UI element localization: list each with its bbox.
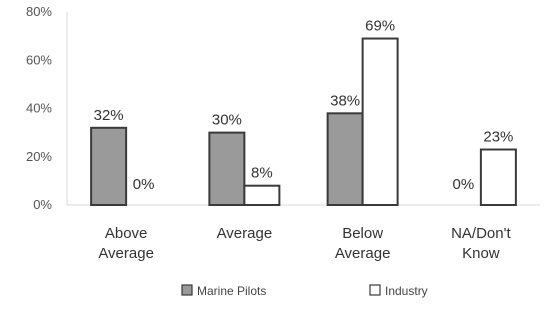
legend-swatch <box>181 284 193 296</box>
legend-label: Industry <box>385 284 428 298</box>
legend-swatch <box>369 284 381 296</box>
category-label-line: Average <box>217 225 273 242</box>
bar-marine-pilots <box>90 126 128 206</box>
legend-label: Marine Pilots <box>197 284 266 298</box>
category-label-line: Average <box>335 245 391 262</box>
legend: Marine Pilots Industry <box>181 284 428 298</box>
y-tick-label: 40% <box>26 101 52 116</box>
category-label-line: Know <box>462 245 500 262</box>
data-labels: 32% 0% 30% 8% 38% 69% 0% 23% <box>94 18 514 193</box>
category-label: NA/Don't Know <box>451 225 511 262</box>
data-label: 23% <box>483 129 513 146</box>
y-tick-label: 60% <box>26 52 52 67</box>
category-label-line: NA/Don't <box>451 225 511 242</box>
data-label: 0% <box>453 176 475 193</box>
bar-industry <box>479 148 517 206</box>
data-label: 0% <box>133 176 155 193</box>
y-tick-label: 0% <box>33 197 52 212</box>
bars <box>90 37 517 206</box>
category-label-line: Below <box>342 225 383 242</box>
category-label: Average <box>217 225 273 242</box>
category-label-line: Average <box>98 245 154 262</box>
bar-industry <box>243 184 281 206</box>
y-axis-ticks: 0% 20% 40% 60% 80% <box>26 4 52 212</box>
bar-marine-pilots <box>208 131 246 206</box>
category-labels: Above Average Average Below Average NA/Don't K… <box>98 225 511 262</box>
y-tick-label: 80% <box>26 4 52 19</box>
data-label: 8% <box>251 165 273 182</box>
category-label-line: Above <box>105 225 148 242</box>
category-label: Below Average <box>335 225 391 262</box>
y-tick-label: 20% <box>26 149 52 164</box>
category-label: Above Average <box>98 225 154 262</box>
data-label: 69% <box>365 18 395 35</box>
data-label: 32% <box>94 107 124 124</box>
bar-industry <box>361 37 399 206</box>
data-label: 38% <box>330 92 360 109</box>
data-label: 30% <box>212 112 242 129</box>
bar-marine-pilots <box>326 112 364 206</box>
